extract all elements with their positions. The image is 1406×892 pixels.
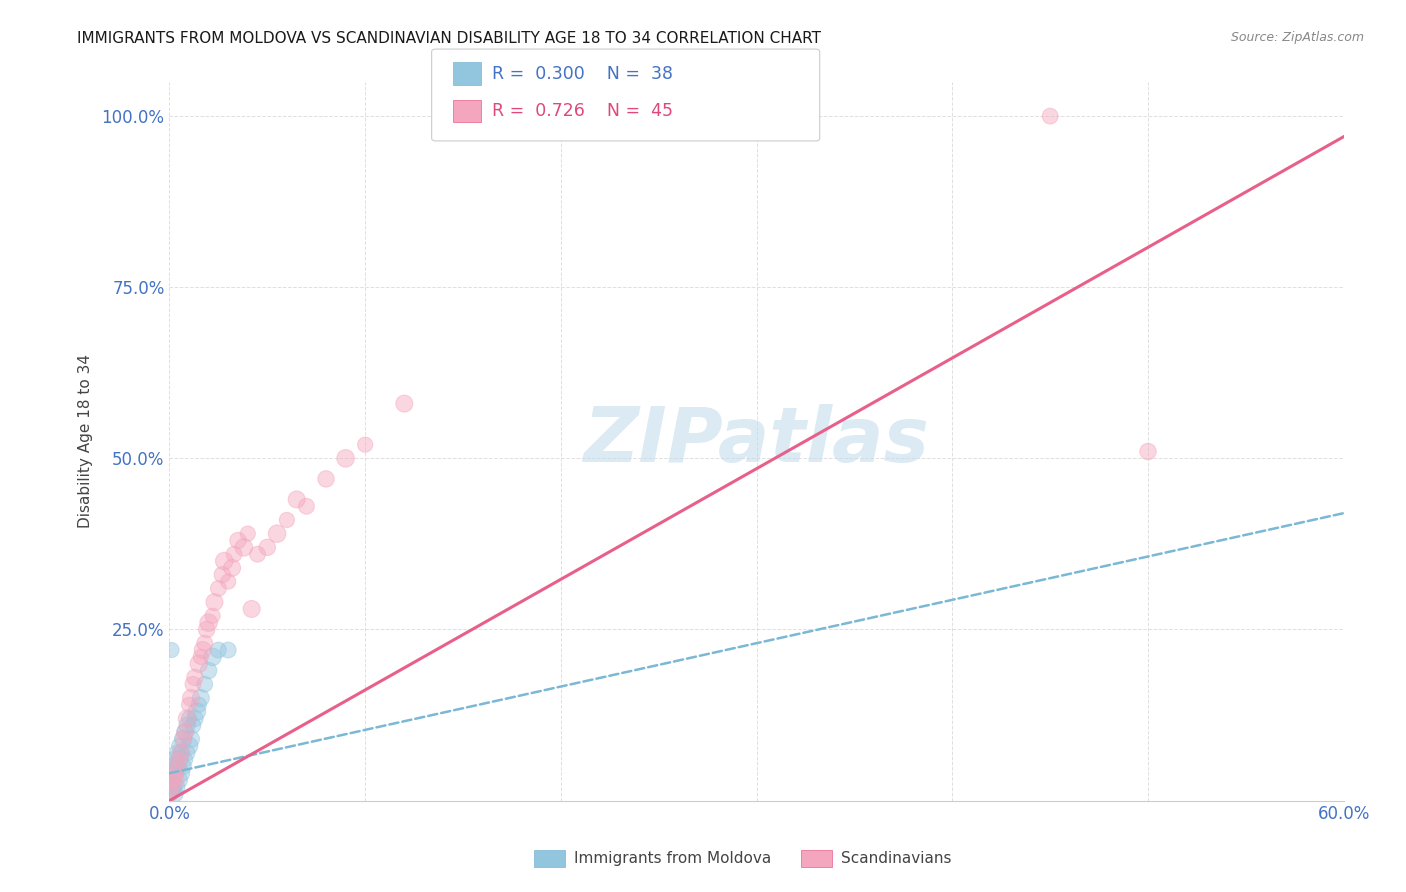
Point	[165, 766, 187, 780]
Point	[195, 623, 218, 637]
Point	[184, 670, 207, 684]
Point	[177, 711, 200, 725]
Text: Source: ZipAtlas.com: Source: ZipAtlas.com	[1230, 31, 1364, 45]
Point	[177, 698, 200, 712]
Point	[394, 396, 416, 410]
Point	[174, 753, 197, 767]
Point	[201, 608, 224, 623]
Point	[167, 753, 190, 767]
Point	[1039, 109, 1062, 123]
Point	[204, 595, 226, 609]
Point	[176, 711, 198, 725]
Point	[266, 526, 288, 541]
Text: R =  0.726    N =  45: R = 0.726 N = 45	[492, 103, 673, 120]
Point	[207, 643, 229, 657]
Point	[181, 718, 204, 732]
Point	[186, 705, 208, 719]
Text: R =  0.300    N =  38: R = 0.300 N = 38	[492, 65, 673, 83]
Point	[190, 690, 212, 705]
Point	[191, 643, 214, 657]
Point	[276, 513, 298, 527]
Point	[315, 472, 337, 486]
Point	[180, 690, 202, 705]
Point	[162, 759, 184, 773]
Point	[335, 451, 357, 466]
Point	[162, 773, 184, 788]
Point	[166, 759, 188, 773]
Point	[160, 766, 183, 780]
Point	[197, 615, 219, 630]
Text: IMMIGRANTS FROM MOLDOVA VS SCANDINAVIAN DISABILITY AGE 18 TO 34 CORRELATION CHAR: IMMIGRANTS FROM MOLDOVA VS SCANDINAVIAN …	[77, 31, 821, 46]
Point	[167, 773, 190, 788]
Point	[1137, 444, 1160, 458]
Point	[160, 643, 183, 657]
Point	[180, 731, 202, 746]
Point	[201, 649, 224, 664]
Point	[190, 649, 212, 664]
Point	[181, 677, 204, 691]
Point	[176, 746, 198, 760]
Point	[174, 725, 197, 739]
Point	[232, 541, 254, 555]
Point	[211, 567, 233, 582]
Point	[165, 787, 187, 801]
Point	[172, 731, 194, 746]
Text: ZIPatlas: ZIPatlas	[583, 404, 929, 478]
Point	[222, 547, 245, 561]
Point	[177, 739, 200, 753]
Point	[167, 753, 190, 767]
Point	[187, 657, 209, 671]
Point	[159, 787, 181, 801]
Text: Immigrants from Moldova: Immigrants from Moldova	[574, 851, 770, 865]
Point	[176, 718, 198, 732]
Point	[295, 500, 318, 514]
Point	[174, 725, 197, 739]
Point	[240, 602, 263, 616]
Point	[162, 780, 184, 794]
Point	[160, 780, 183, 794]
Point	[187, 698, 209, 712]
Text: Scandinavians: Scandinavians	[841, 851, 952, 865]
Point	[217, 643, 239, 657]
Point	[354, 438, 377, 452]
Point	[246, 547, 269, 561]
Point	[166, 759, 188, 773]
Point	[172, 731, 194, 746]
Point	[214, 554, 236, 568]
Point	[197, 664, 219, 678]
Point	[285, 492, 308, 507]
Point	[184, 711, 207, 725]
Point	[162, 773, 184, 788]
Point	[226, 533, 249, 548]
Point	[256, 541, 278, 555]
Point	[162, 783, 184, 797]
Point	[165, 773, 187, 788]
Point	[167, 739, 190, 753]
Point	[207, 582, 229, 596]
Point	[217, 574, 239, 589]
Point	[170, 766, 193, 780]
Point	[165, 753, 187, 767]
Point	[194, 677, 217, 691]
Point	[166, 746, 188, 760]
Point	[166, 780, 188, 794]
Point	[165, 766, 187, 780]
Point	[159, 787, 181, 801]
Point	[170, 746, 193, 760]
Point	[194, 636, 217, 650]
Point	[236, 526, 259, 541]
Point	[221, 561, 243, 575]
Y-axis label: Disability Age 18 to 34: Disability Age 18 to 34	[79, 354, 93, 528]
Point	[170, 746, 193, 760]
Point	[172, 759, 194, 773]
Point	[160, 780, 183, 794]
